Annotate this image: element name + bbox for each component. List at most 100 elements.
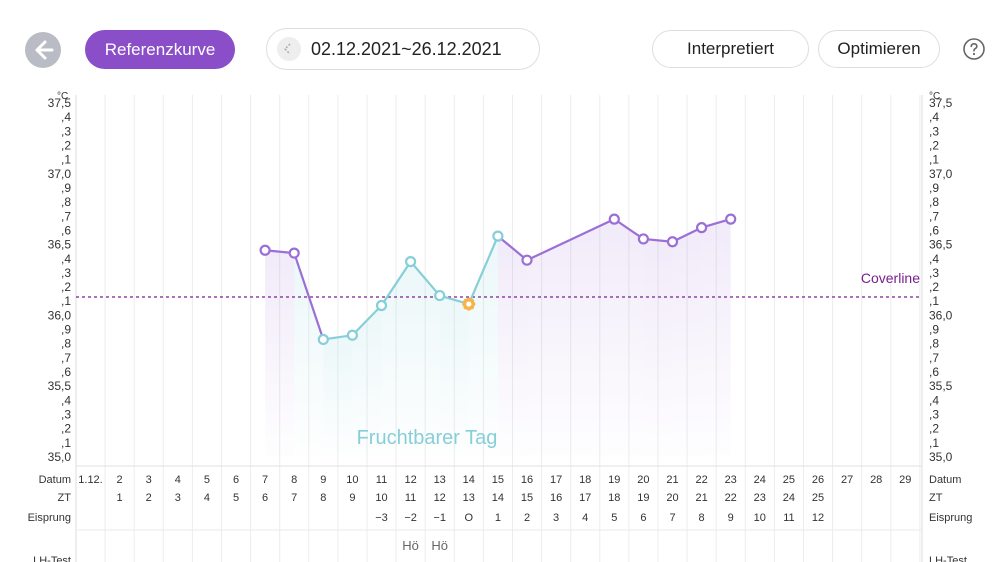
area-fill — [614, 219, 644, 457]
back-button[interactable] — [25, 32, 61, 68]
y-tick-right: ,1 — [929, 294, 939, 308]
temperature-segment — [467, 235, 499, 305]
y-tick-left: 37,5 — [48, 96, 72, 110]
date-cell: 23 — [725, 474, 737, 486]
y-tick-right: 36,5 — [929, 238, 953, 252]
date-cell: 18 — [579, 474, 591, 486]
area-fill — [527, 219, 615, 457]
y-tick-right: ,6 — [929, 223, 939, 237]
y-tick-right: ,6 — [929, 365, 939, 379]
zt-cell: 7 — [291, 492, 297, 504]
y-tick-right: ,1 — [929, 436, 939, 450]
y-tick-right: 37,0 — [929, 167, 953, 181]
eisprung-cell: 2 — [524, 512, 530, 524]
help-button[interactable] — [962, 37, 986, 61]
arrow-left-icon — [35, 40, 54, 60]
zt-cell: 25 — [812, 492, 824, 504]
temperature-segment — [497, 235, 528, 262]
date-cell: 8 — [291, 474, 297, 486]
temperature-segment — [409, 260, 441, 297]
zt-cell: 11 — [405, 492, 416, 504]
date-range-selector[interactable]: 02.12.2021~26.12.2021 — [266, 28, 540, 70]
date-cell: 6 — [233, 474, 239, 486]
zt-cell: 2 — [146, 492, 152, 504]
zt-cell: 12 — [434, 492, 446, 504]
y-tick-left: ,2 — [61, 280, 71, 294]
eisprung-cell: 9 — [728, 512, 734, 524]
row-label-datum-right: Datum — [929, 474, 961, 486]
date-cell: 1.12. — [78, 474, 102, 486]
area-fill — [381, 261, 411, 457]
eisprung-cell: 11 — [783, 512, 794, 524]
y-tick-right: 37,5 — [929, 96, 953, 110]
temperature-point — [434, 289, 446, 302]
temperature-point — [405, 255, 417, 268]
y-tick-left: 36,5 — [48, 238, 72, 252]
optimize-button[interactable]: Optimieren — [818, 30, 940, 68]
y-tick-left: ,3 — [61, 408, 71, 422]
chevron-left-icon[interactable] — [277, 37, 301, 61]
y-tick-left: ,7 — [61, 351, 71, 365]
y-tick-right: ,8 — [929, 195, 939, 209]
temperature-point — [346, 329, 358, 341]
area-fill — [701, 219, 731, 457]
eisprung-cell: 10 — [754, 512, 766, 524]
y-tick-left: 37,0 — [48, 167, 72, 181]
zt-cell: 5 — [233, 492, 239, 504]
area-fill — [439, 295, 469, 457]
zt-cell: 18 — [608, 492, 620, 504]
ovulation-center — [466, 301, 472, 307]
eisprung-cell: −3 — [375, 512, 388, 524]
temperature-segment — [613, 218, 645, 240]
temperature-point — [695, 222, 708, 234]
area-fill — [643, 238, 673, 457]
zt-cell: 8 — [320, 492, 326, 504]
area-fill — [410, 261, 440, 457]
fertile-day-annotation: Fruchtbarer Tag — [357, 427, 498, 449]
row-label-lh-right: LH-Test — [929, 555, 967, 562]
y-tick-left: ,6 — [61, 223, 71, 237]
date-cell: 4 — [175, 474, 181, 486]
date-range-text: 02.12.2021~26.12.2021 — [311, 39, 502, 59]
date-cell: 20 — [637, 474, 649, 486]
y-tick-right: ,4 — [929, 252, 939, 266]
temperature-point — [492, 230, 504, 242]
eisprung-cell: −1 — [433, 512, 446, 524]
eisprung-cell: 3 — [553, 512, 559, 524]
area-fill — [352, 305, 382, 457]
date-cell: 22 — [695, 474, 707, 486]
date-cell: 17 — [550, 474, 562, 486]
temperature-point — [608, 213, 620, 225]
interpreted-button[interactable]: Interpretiert — [652, 30, 809, 68]
zt-cell: 1 — [117, 492, 123, 504]
coverline-label: Coverline — [861, 270, 920, 286]
zt-cell: 10 — [375, 492, 387, 504]
date-cell: 11 — [376, 474, 387, 486]
y-tick-right: 35,5 — [929, 379, 953, 393]
row-label-zt-right: ZT — [929, 492, 943, 504]
area-fill — [265, 250, 295, 457]
date-cell: 24 — [754, 474, 766, 486]
row-label-datum: Datum — [39, 474, 71, 486]
eisprung-cell: 7 — [669, 512, 675, 524]
zt-cell: 24 — [783, 492, 795, 504]
y-tick-right: ,2 — [929, 138, 939, 152]
eisprung-cell: 8 — [699, 512, 705, 524]
reference-curve-button[interactable]: Referenzkurve — [85, 30, 235, 69]
row-label-lh: LH-Test — [33, 555, 71, 562]
zt-cell: 22 — [725, 492, 737, 504]
zt-cell: 21 — [695, 492, 707, 504]
row-label-zt: ZT — [58, 492, 72, 504]
area-fill — [468, 236, 498, 457]
y-tick-right: ,3 — [929, 266, 939, 280]
temperature-segment — [293, 252, 325, 340]
zt-cell: 13 — [463, 492, 475, 504]
y-tick-left: ,2 — [61, 422, 71, 436]
date-cell: 13 — [434, 474, 446, 486]
temperature-segment — [526, 218, 615, 262]
y-tick-left: ,6 — [61, 365, 71, 379]
unit-right: °C — [929, 91, 940, 102]
date-cell: 19 — [608, 474, 620, 486]
row-label-eisprung-right: Eisprung — [929, 512, 972, 524]
